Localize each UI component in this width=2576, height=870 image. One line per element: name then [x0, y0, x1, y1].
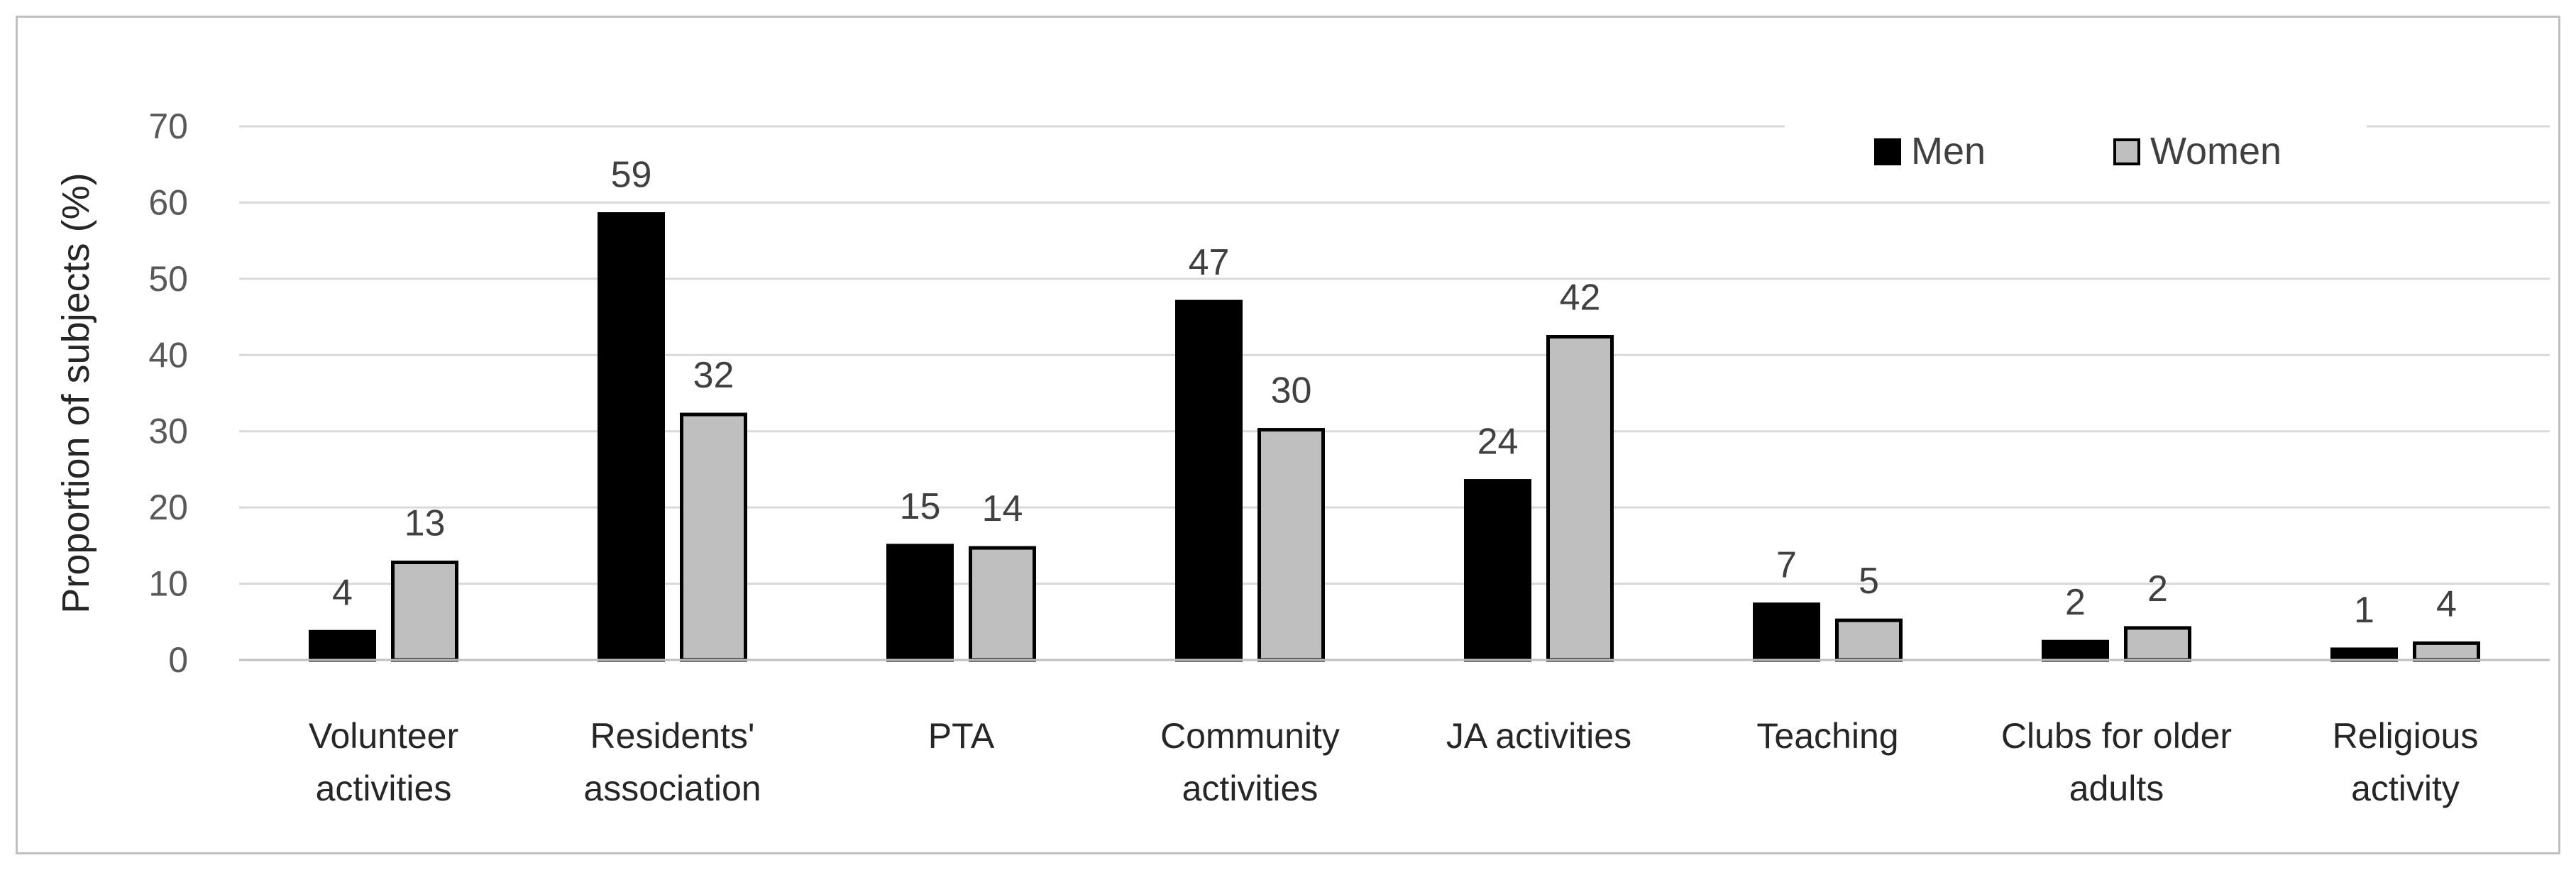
x-category-label: Community — [1160, 716, 1340, 756]
x-category-label: activities — [316, 769, 452, 808]
data-label-women: 5 — [1859, 561, 1879, 602]
y-tick-label: 40 — [148, 335, 188, 375]
data-label-women: 13 — [404, 502, 446, 544]
bar-women — [680, 412, 747, 662]
data-label-men: 1 — [2354, 590, 2374, 631]
data-label-women: 4 — [2436, 583, 2457, 624]
x-category-label: JA activities — [1446, 716, 1631, 756]
data-label-men: 4 — [332, 572, 353, 613]
data-label-men: 59 — [611, 155, 652, 196]
data-label-women: 30 — [1271, 370, 1312, 412]
x-category-label: Residents' — [590, 716, 755, 756]
y-axis-title: Proportion of subjects (%) — [55, 172, 97, 613]
bar-women — [2413, 641, 2480, 662]
data-label-women: 2 — [2147, 568, 2168, 610]
y-tick-label: 50 — [148, 259, 188, 299]
bar-men — [1753, 602, 1820, 662]
legend-label-women: Women — [2150, 130, 2281, 172]
bar-women — [1835, 618, 1903, 662]
y-tick-label: 10 — [148, 564, 188, 604]
legend-swatch-women — [2113, 138, 2140, 165]
y-tick-label: 0 — [168, 640, 188, 680]
bar-men — [309, 629, 376, 662]
data-label-men: 2 — [2065, 582, 2086, 623]
data-label-men: 15 — [900, 486, 941, 527]
data-label-women: 14 — [982, 488, 1023, 529]
y-tick-label: 70 — [148, 106, 188, 146]
data-label-men: 7 — [1776, 545, 1797, 586]
x-category-label: PTA — [928, 716, 995, 756]
legend-label-men: Men — [1911, 130, 1986, 172]
bar-women — [969, 546, 1036, 662]
x-category-label: Religious — [2333, 716, 2479, 756]
x-category-label: Volunteer — [309, 716, 458, 756]
bar-men — [598, 212, 665, 662]
data-label-women: 32 — [693, 355, 734, 396]
x-category-label: activity — [2351, 769, 2460, 808]
bar-women — [2124, 626, 2191, 662]
y-tick-label: 60 — [148, 182, 188, 222]
x-category-label: activities — [1182, 769, 1319, 808]
bar-men — [2042, 639, 2109, 662]
y-tick-label: 30 — [148, 412, 188, 451]
data-label-women: 42 — [1560, 277, 1601, 319]
x-category-label: association — [583, 769, 761, 808]
chart-frame: 4 13 59 32 15 14 47 30 24 42 7 5 2 2 1 4 0 10 20 30 40 50 60 7… — [16, 16, 2560, 854]
bar-men — [1175, 299, 1243, 662]
x-category-label: Teaching — [1756, 716, 1898, 756]
x-category-label: adults — [2069, 769, 2164, 808]
data-label-men: 47 — [1189, 242, 1230, 283]
legend-swatch-men — [1874, 138, 1901, 165]
bar-men — [886, 544, 954, 662]
data-label-men: 24 — [1477, 422, 1519, 463]
x-category-label: Clubs for older — [2001, 716, 2232, 756]
bar-women — [391, 560, 458, 662]
bar-women — [1546, 335, 1614, 662]
bar-men — [2330, 647, 2398, 662]
y-tick-label: 20 — [148, 488, 188, 527]
bar-women — [1257, 428, 1325, 662]
bar-men — [1464, 479, 1531, 662]
